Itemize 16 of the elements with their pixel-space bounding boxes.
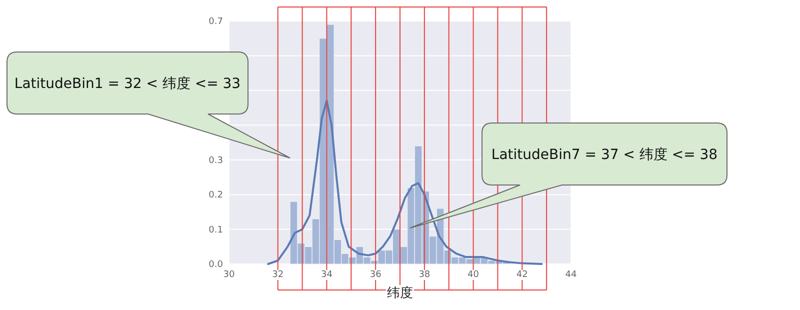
y-tick-label: 0.1 xyxy=(208,225,223,236)
x-tick-label: 38 xyxy=(418,270,430,280)
x-tick-label: 36 xyxy=(370,270,382,280)
y-tick-label: 0.0 xyxy=(208,260,224,270)
y-tick-label: 0.2 xyxy=(208,190,223,201)
annotation: LatitudeBin7 = 37 < 纬度 <= 38 xyxy=(491,147,718,163)
y-tick-label: 0.3 xyxy=(208,156,223,166)
y-tick-label: 0.7 xyxy=(208,17,223,27)
x-tick-label: 42 xyxy=(516,270,528,280)
x-tick-label: 32 xyxy=(272,270,284,280)
x-tick-label: 30 xyxy=(223,270,235,280)
x-tick-label: 40 xyxy=(468,270,480,280)
x-axis-title: 纬度 xyxy=(387,285,413,301)
x-tick-label: 34 xyxy=(320,270,333,280)
x-tick-label: 44 xyxy=(565,270,577,280)
annotation: LatitudeBin1 = 32 < 纬度 <= 33 xyxy=(14,76,241,92)
